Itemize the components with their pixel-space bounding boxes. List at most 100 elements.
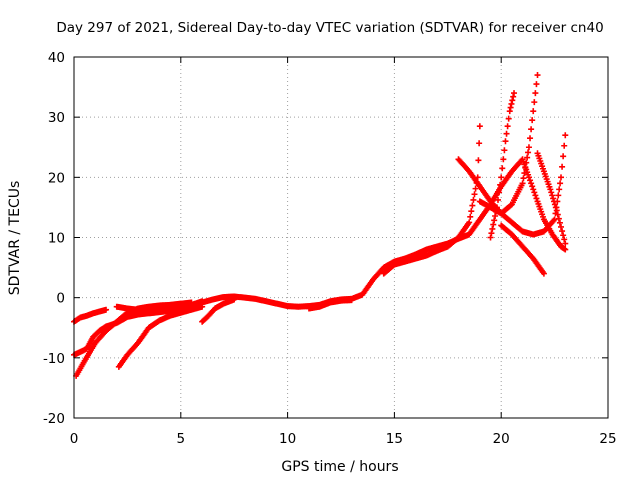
data-point <box>506 108 513 115</box>
data-point <box>519 180 526 187</box>
data-point <box>528 180 535 187</box>
data-point <box>490 221 497 228</box>
data-point <box>559 228 566 235</box>
data-point <box>500 156 507 163</box>
data-point <box>550 198 557 205</box>
data-point <box>489 225 496 232</box>
data-point <box>488 230 495 237</box>
data-point <box>547 186 554 193</box>
data-point <box>231 296 238 303</box>
y-tick-label: 0 <box>56 291 65 307</box>
data-point <box>562 246 569 253</box>
data-point <box>527 135 534 142</box>
data-point <box>508 100 515 107</box>
data-point <box>553 207 560 214</box>
data-point <box>562 240 569 247</box>
data-point <box>561 142 568 149</box>
y-tick-label: 30 <box>48 110 65 126</box>
data-point <box>199 303 206 310</box>
x-tick-label: 5 <box>177 431 186 447</box>
data-point <box>520 175 527 182</box>
data-point <box>492 213 499 220</box>
data-point <box>550 195 557 202</box>
series-track-l <box>498 222 547 277</box>
data-points <box>71 72 569 379</box>
data-point <box>487 234 494 241</box>
data-point <box>533 195 540 202</box>
data-point <box>522 164 529 171</box>
data-point <box>524 154 531 161</box>
x-tick-label: 15 <box>386 431 403 447</box>
data-point <box>531 189 538 196</box>
data-point <box>529 183 536 190</box>
data-point <box>552 204 559 211</box>
data-point <box>532 192 539 199</box>
data-point <box>532 90 539 97</box>
data-point <box>521 170 528 177</box>
y-tick-label: -20 <box>43 411 65 427</box>
data-point <box>475 157 482 164</box>
data-point <box>530 108 537 115</box>
series-track-b <box>71 156 569 358</box>
data-point <box>556 186 563 193</box>
data-point <box>562 132 569 139</box>
series-track-f <box>199 296 238 325</box>
data-point <box>496 189 503 196</box>
y-tick-label: 20 <box>48 170 65 186</box>
data-point <box>348 297 355 304</box>
data-point <box>549 192 556 199</box>
data-point <box>560 232 567 239</box>
data-point <box>471 191 478 198</box>
data-point <box>561 236 568 243</box>
x-tick-label: 0 <box>70 431 79 447</box>
data-point <box>470 196 477 203</box>
data-point <box>525 144 532 151</box>
x-axis-label: GPS time / hours <box>281 459 398 475</box>
data-point <box>103 306 110 313</box>
data-point <box>558 174 565 181</box>
data-point <box>534 72 541 79</box>
data-point <box>560 153 567 160</box>
data-point <box>501 147 508 154</box>
data-point <box>472 185 479 192</box>
data-point <box>528 126 535 133</box>
data-point <box>551 201 558 208</box>
data-point <box>469 202 476 209</box>
data-point <box>491 217 498 224</box>
series-track-g <box>305 297 355 312</box>
data-point <box>559 163 566 170</box>
data-point <box>509 97 516 104</box>
y-tick-label: -10 <box>43 351 65 367</box>
data-point <box>476 123 483 130</box>
data-point <box>467 213 474 220</box>
data-point <box>468 208 475 215</box>
x-tick-label: 10 <box>279 431 296 447</box>
x-tick-label: 20 <box>493 431 510 447</box>
data-point <box>557 180 564 187</box>
chart-title: Day 297 of 2021, Sidereal Day-to-day VTE… <box>56 20 603 36</box>
series-track-m <box>534 150 569 247</box>
data-point <box>555 192 562 199</box>
series-track-d <box>115 303 206 370</box>
data-point <box>476 140 483 147</box>
y-axis-label: SDTVAR / TECUs <box>7 181 23 296</box>
series-track-e <box>113 298 206 314</box>
data-point <box>530 186 537 193</box>
data-point <box>525 149 532 156</box>
data-point <box>527 177 534 184</box>
data-point <box>507 202 514 209</box>
data-point <box>510 93 517 100</box>
data-point <box>497 181 504 188</box>
data-point <box>554 211 561 218</box>
data-point <box>555 215 562 222</box>
data-point <box>504 123 511 130</box>
data-point <box>498 174 505 181</box>
data-point <box>548 189 555 196</box>
series-track-h <box>380 123 483 277</box>
series-track-a <box>71 306 110 325</box>
data-point <box>494 196 501 203</box>
data-point <box>502 138 509 145</box>
series-track-j <box>487 90 518 241</box>
data-point <box>558 223 565 230</box>
